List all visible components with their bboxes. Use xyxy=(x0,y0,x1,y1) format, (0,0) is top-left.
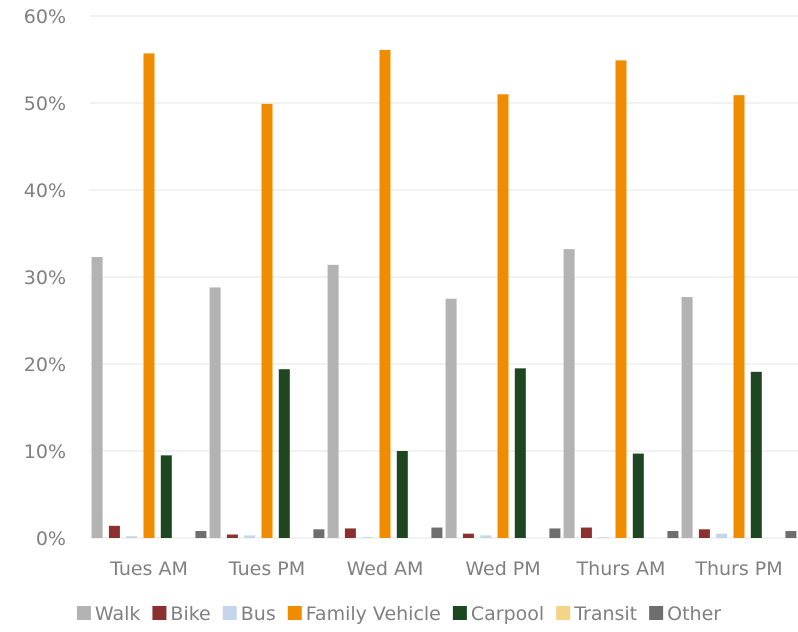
x-tick-label: Wed PM xyxy=(465,558,540,580)
legend-swatch xyxy=(152,606,167,620)
legend-item: Family Vehicle xyxy=(287,603,441,625)
bar-walk xyxy=(327,264,339,538)
bar-other xyxy=(195,531,207,538)
bar-walk xyxy=(209,287,221,538)
bar-family-vehicle xyxy=(497,94,509,539)
bar-other xyxy=(313,529,325,538)
legend-swatch xyxy=(649,606,664,620)
bar-family-vehicle xyxy=(261,103,273,539)
legend-label: Transit xyxy=(573,603,637,625)
bar-carpool xyxy=(278,369,290,538)
legend-label: Bus xyxy=(241,603,276,625)
y-tick-label: 60% xyxy=(24,6,66,28)
bars-layer xyxy=(91,49,797,539)
bar-walk xyxy=(91,256,103,538)
legend-item: Walk xyxy=(76,603,141,625)
x-tick-label: Tues PM xyxy=(228,558,305,580)
legend-label: Carpool xyxy=(471,603,544,625)
bar-other xyxy=(549,528,561,538)
x-tick-label: Tues AM xyxy=(109,558,188,580)
bar-carpool xyxy=(750,371,762,538)
legend-item: Carpool xyxy=(452,603,544,625)
bar-other xyxy=(785,531,797,538)
bar-bike xyxy=(108,525,120,538)
bar-walk xyxy=(681,297,693,538)
legend-swatch xyxy=(556,606,571,620)
bar-bus xyxy=(362,537,374,538)
legend-item: Other xyxy=(649,603,721,625)
bar-bus xyxy=(480,535,492,538)
bar-bus xyxy=(716,533,728,538)
bar-bus xyxy=(598,537,610,538)
y-tick-label: 20% xyxy=(24,354,66,376)
x-axis-labels: Tues AM Tues PM Wed AM Wed PM Thurs AM Thurs … xyxy=(109,558,783,580)
grid-layer xyxy=(90,15,798,539)
bar-bus xyxy=(244,535,256,538)
bar-walk xyxy=(445,298,457,538)
legend: Walk Bike Bus Family Vehicle Carpool Transit O… xyxy=(76,603,721,625)
bar-walk xyxy=(563,249,575,538)
bar-other xyxy=(667,531,679,538)
bar-carpool xyxy=(396,451,408,538)
bar-family-vehicle xyxy=(615,60,627,539)
legend-swatch xyxy=(222,606,237,620)
x-tick-label: Wed AM xyxy=(347,558,424,580)
y-tick-label: 40% xyxy=(24,180,66,202)
legend-item: Bike xyxy=(152,603,211,625)
legend-swatch xyxy=(76,606,91,620)
bar-carpool xyxy=(632,453,644,538)
y-axis-ticks: 0% 10% 20% 30% 40% 50% 60% xyxy=(24,6,66,550)
y-tick-label: 50% xyxy=(24,93,66,115)
bar-bike xyxy=(462,533,474,538)
bar-carpool xyxy=(160,455,172,538)
x-tick-label: Thurs PM xyxy=(694,558,782,580)
bar-bike xyxy=(580,527,592,538)
bar-bike xyxy=(698,529,710,538)
x-tick-label: Thurs AM xyxy=(576,558,666,580)
bar-family-vehicle xyxy=(143,53,155,538)
y-tick-label: 10% xyxy=(24,441,66,463)
legend-label: Family Vehicle xyxy=(306,603,441,625)
y-tick-label: 0% xyxy=(36,528,66,550)
bar-other xyxy=(431,527,443,538)
legend-item: Bus xyxy=(222,603,276,625)
legend-label: Other xyxy=(667,603,721,625)
bar-family-vehicle xyxy=(379,49,391,539)
y-tick-label: 30% xyxy=(24,267,66,289)
legend-label: Bike xyxy=(170,603,210,625)
bar-family-vehicle xyxy=(733,95,745,539)
bar-carpool xyxy=(514,368,526,538)
legend-swatch xyxy=(287,606,302,620)
bar-bike xyxy=(226,534,238,538)
legend-item: Transit xyxy=(556,603,637,625)
legend-label: Walk xyxy=(95,603,141,625)
legend-swatch xyxy=(452,606,467,620)
bar-bus xyxy=(126,536,138,538)
bar-bike xyxy=(344,528,356,538)
